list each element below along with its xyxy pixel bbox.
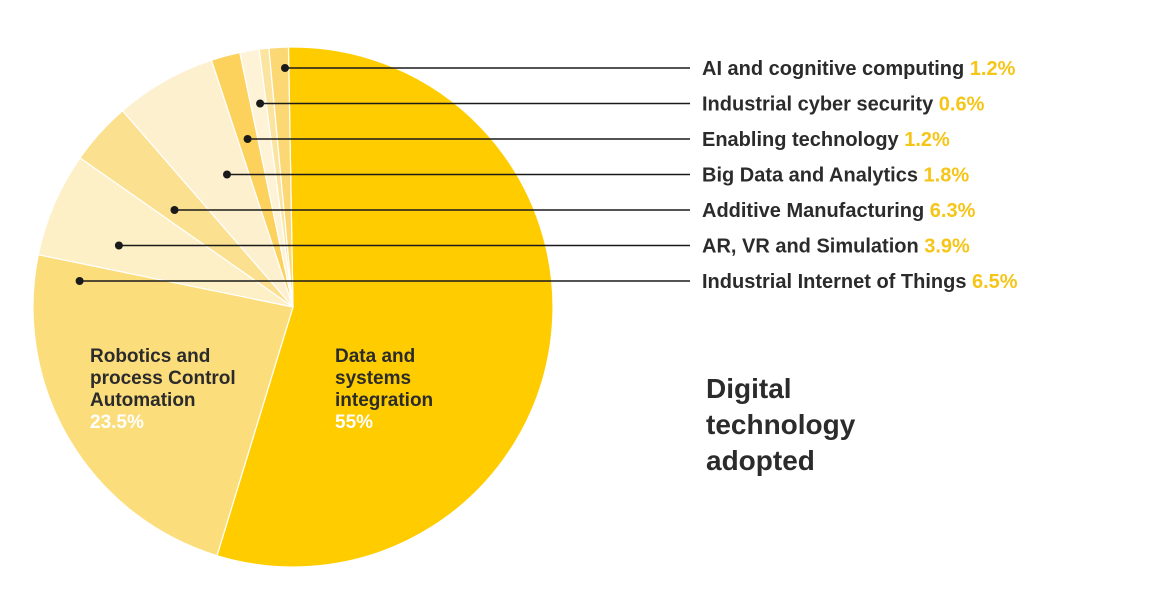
callout-industrial-cyber-security: Industrial cyber security 0.6% [256, 94, 985, 116]
slice-label-line: systems [335, 368, 411, 389]
callout-label-enabling-technology: Enabling technology 1.2% [702, 129, 950, 151]
callout-value-ai-and-cognitive-computing: 1.2% [970, 58, 1016, 80]
callout-ar-vr-and-simulation: AR, VR and Simulation 3.9% [114, 236, 970, 258]
leader-dot [281, 64, 289, 72]
pie-slice-ai-and-cognitive-computing [268, 46, 294, 308]
slice-value-robotics-and-process-control-automation: 23.5% [90, 412, 144, 433]
callout-value-enabling-technology: 1.2% [904, 129, 950, 151]
chart-title-line: adopted [706, 445, 815, 476]
callout-additive-manufacturing: Additive Manufacturing 6.3% [170, 200, 976, 222]
callouts: AI and cognitive computing 1.2% Industria… [75, 58, 1018, 293]
slice-label-line: Robotics and [90, 346, 210, 367]
leader-dot [256, 99, 265, 108]
pie-slice-robotics-and-process-control-automation [32, 254, 294, 557]
slice-label-robotics-and-process-control-automation: Robotics and process Control Automation [90, 346, 236, 411]
leader-dot [114, 241, 123, 250]
slice-label-line: process Control [90, 368, 236, 389]
callout-big-data-and-analytics: Big Data and Analytics 1.8% [223, 165, 969, 187]
slice-value-data-and-systems-integration: 55% [335, 412, 373, 433]
callout-industrial-internet-of-things: Industrial Internet of Things 6.5% [75, 271, 1018, 293]
callout-label-industrial-cyber-security: Industrial cyber security 0.6% [702, 94, 985, 116]
callout-ai-and-cognitive-computing: AI and cognitive computing 1.2% [281, 58, 1016, 80]
callout-value-industrial-cyber-security: 0.6% [939, 94, 985, 116]
pie-slices [32, 46, 554, 568]
leader-dot [170, 206, 179, 214]
callout-enabling-technology: Enabling technology 1.2% [243, 129, 950, 151]
leader-dot [243, 135, 252, 143]
chart-title-line: Digital [706, 373, 792, 404]
callout-label-big-data-and-analytics: Big Data and Analytics 1.8% [702, 165, 969, 187]
chart-title: Digital technology adopted [706, 373, 856, 476]
callout-label-additive-manufacturing: Additive Manufacturing 6.3% [702, 200, 976, 222]
slice-label-data-and-systems-integration: Data and systems integration [335, 346, 433, 411]
callout-value-ar-vr-and-simulation: 3.9% [924, 236, 970, 258]
callout-value-industrial-internet-of-things: 6.5% [972, 271, 1018, 293]
callout-value-big-data-and-analytics: 1.8% [924, 165, 970, 187]
leader-dot [223, 170, 231, 179]
callout-value-additive-manufacturing: 6.3% [930, 200, 976, 222]
callout-label-ai-and-cognitive-computing: AI and cognitive computing 1.2% [702, 58, 1016, 80]
callout-label-industrial-internet-of-things: Industrial Internet of Things 6.5% [702, 271, 1018, 293]
callout-label-ar-vr-and-simulation: AR, VR and Simulation 3.9% [702, 236, 970, 258]
chart-title-line: technology [706, 409, 856, 440]
slice-label-line: Automation [90, 390, 196, 411]
pie-slice-data-and-systems-integration [216, 46, 554, 568]
slice-label-line: integration [335, 390, 433, 411]
slice-label-line: Data and [335, 346, 415, 367]
leader-dot [75, 277, 84, 285]
